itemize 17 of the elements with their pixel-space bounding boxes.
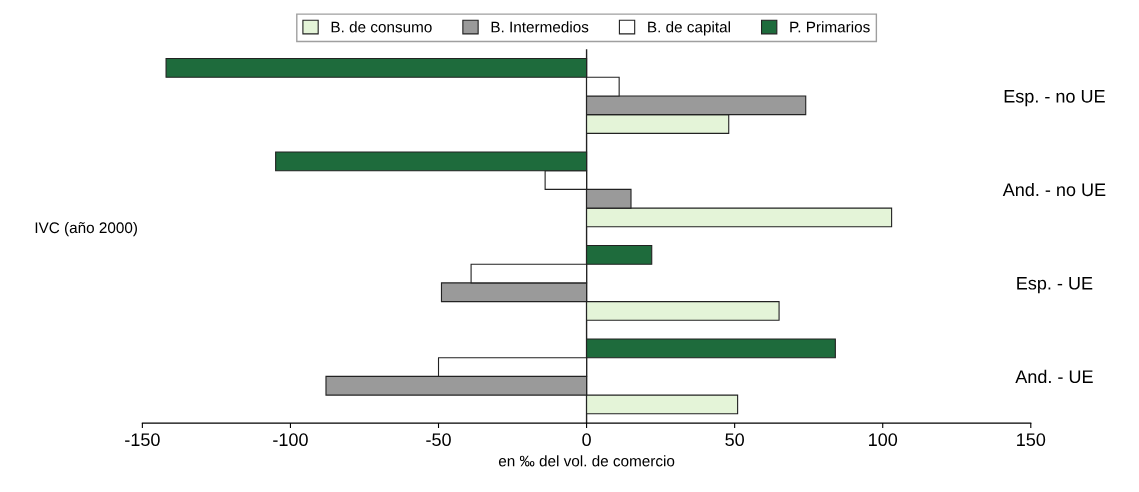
legend-label: B. de consumo xyxy=(331,21,432,33)
y-axis-title: IVC (año 2000) xyxy=(35,221,137,237)
x-tick-label: -50 xyxy=(426,433,451,447)
legend-label: P. Primarios xyxy=(790,21,870,33)
y-tick-label: Esp. - UE xyxy=(1017,277,1093,294)
x-tick-label: 150 xyxy=(1017,433,1046,447)
x-tick-label: 50 xyxy=(725,433,744,447)
y-tick-label: And. - no UE xyxy=(1002,182,1106,197)
x-tick-label: -100 xyxy=(273,433,308,447)
y-tick-label: And. - UE xyxy=(1015,369,1093,384)
x-tick-label: -150 xyxy=(125,433,160,447)
legend-label: B. Intermedios xyxy=(491,21,589,33)
legend-label: B. de capital xyxy=(648,21,730,36)
x-axis-title: en ‰ del vol. de comercio xyxy=(498,455,675,467)
x-tick-label: 0 xyxy=(582,433,591,447)
x-tick-label: 100 xyxy=(869,433,898,447)
y-tick-label: Esp. - no UE xyxy=(1004,90,1105,107)
